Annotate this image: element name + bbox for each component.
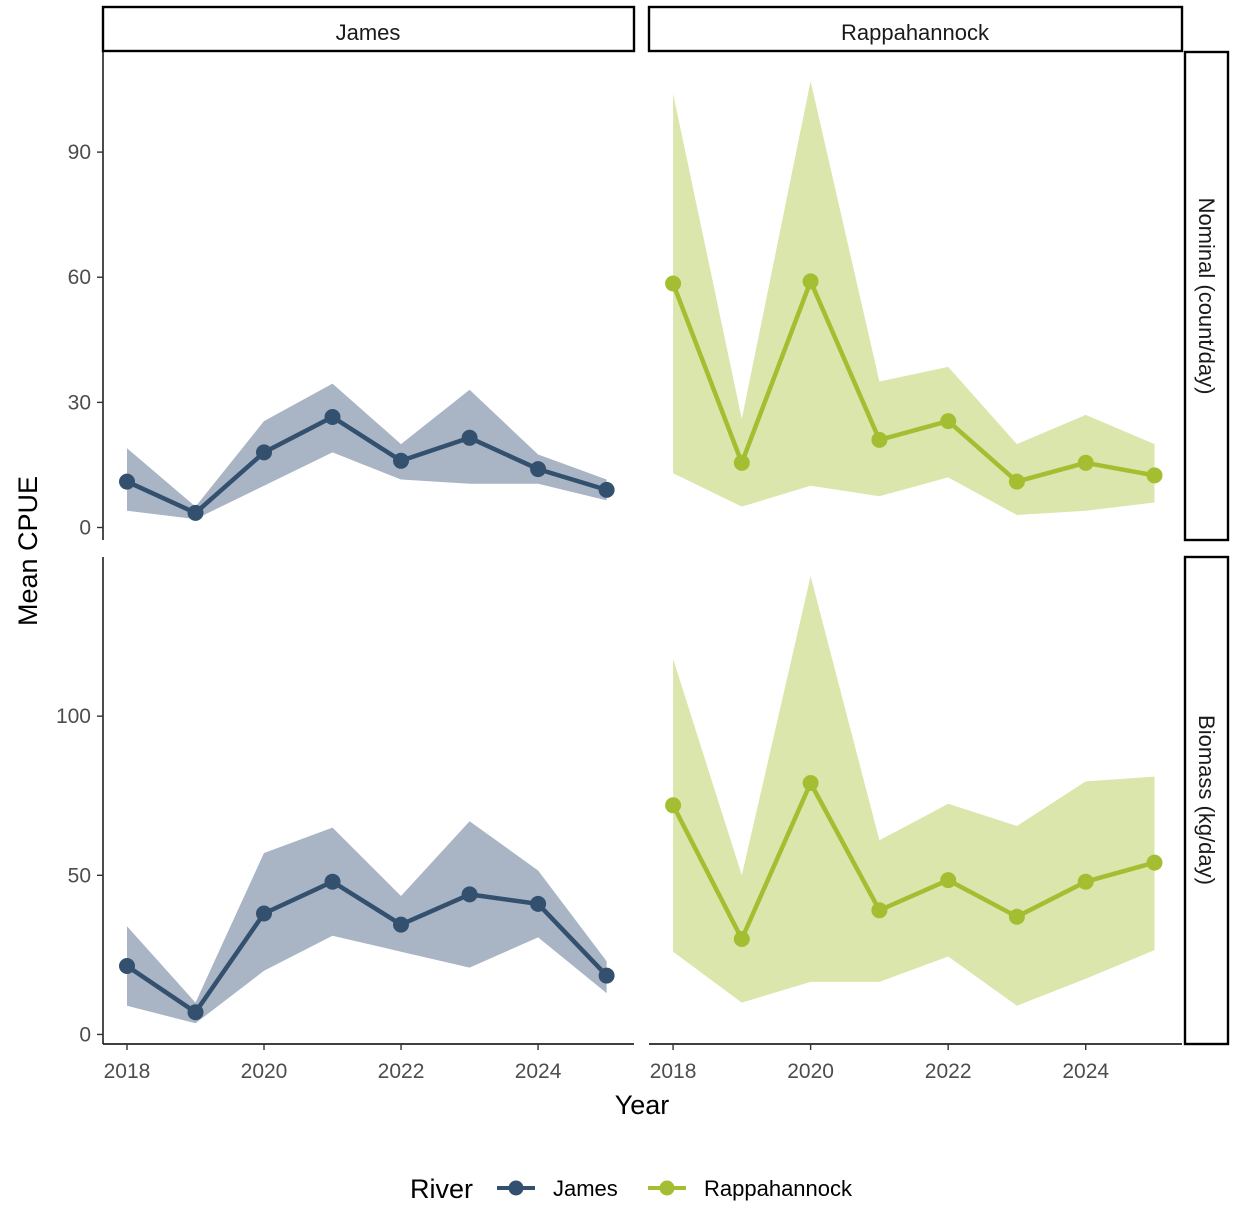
panel-biomass-james: 0 50 100 2018 2020 2022 2024 — [56, 557, 634, 1083]
data-point — [802, 775, 819, 791]
data-point — [187, 504, 204, 521]
strip-col-1: Rappahannock — [647, 5, 1184, 53]
data-point — [187, 1004, 204, 1021]
data-point — [733, 454, 750, 471]
data-point — [119, 473, 135, 490]
legend-label-james: James — [553, 1176, 618, 1201]
legend-title: River — [410, 1174, 473, 1204]
data-point — [393, 452, 409, 469]
y-tick-label: 0 — [79, 1023, 91, 1046]
x-tick-label: 2020 — [241, 1060, 288, 1083]
data-point — [1008, 908, 1025, 925]
strip-row-0: Nominal (count/day) — [1183, 50, 1230, 542]
data-point — [1146, 467, 1163, 484]
strip-label-biomass: Biomass (kg/day) — [1194, 715, 1219, 885]
legend-label-rappahannock: Rappahannock — [704, 1176, 853, 1201]
y-tick-label: 90 — [68, 141, 91, 164]
data-point — [1077, 873, 1094, 890]
data-point — [871, 431, 888, 448]
legend-key-rappahannock — [648, 1180, 686, 1196]
y-tick-label: 30 — [68, 391, 91, 414]
x-tick-label: 2024 — [515, 1060, 562, 1083]
data-point — [324, 873, 341, 890]
data-point — [1146, 854, 1163, 871]
confidence-band — [673, 576, 1155, 1006]
data-point — [461, 429, 478, 446]
data-point — [733, 931, 750, 947]
strip-label-rappahannock: Rappahannock — [841, 20, 990, 45]
panel-biomass-rappahannock: 2018 2020 2022 2024 — [649, 576, 1182, 1083]
data-point — [461, 886, 478, 903]
x-tick-label: 2024 — [1062, 1060, 1109, 1083]
data-point — [665, 797, 682, 814]
strip-col-0: James — [101, 5, 636, 53]
data-point — [393, 916, 409, 933]
data-point — [324, 409, 341, 425]
confidence-band — [127, 383, 607, 520]
data-point — [256, 905, 272, 922]
data-point — [530, 461, 547, 478]
series-line — [125, 879, 609, 1015]
legend-point-rappahannock — [659, 1180, 675, 1196]
data-point — [1008, 473, 1025, 490]
strip-rect — [1183, 50, 1230, 542]
panel-nominal-rappahannock — [665, 81, 1163, 515]
data-point — [802, 273, 819, 290]
data-point — [871, 902, 888, 919]
legend: River James Rappahannock — [410, 1174, 853, 1204]
strip-label-james: James — [336, 20, 401, 45]
strip-row-1: Biomass (kg/day) — [1183, 555, 1230, 1046]
strip-label-nominal: Nominal (count/day) — [1194, 198, 1219, 395]
confidence-band — [673, 81, 1155, 515]
data-point — [1077, 454, 1094, 471]
strip-rect — [647, 5, 1184, 53]
data-point — [665, 275, 682, 292]
x-tick-label: 2022 — [378, 1060, 425, 1083]
x-tick-label: 2018 — [650, 1060, 697, 1083]
strip-rect — [101, 5, 636, 53]
data-point — [256, 444, 272, 461]
x-tick-label: 2020 — [787, 1060, 834, 1083]
y-axis-title: Mean CPUE — [13, 476, 43, 626]
confidence-band — [127, 821, 607, 1024]
data-point — [598, 481, 615, 498]
strip-rect — [1183, 555, 1230, 1046]
y-tick-label: 0 — [79, 516, 91, 539]
series-line — [126, 414, 608, 516]
data-point — [119, 958, 135, 974]
data-point — [940, 872, 957, 889]
data-point — [530, 895, 547, 912]
legend-key-james — [497, 1180, 535, 1196]
series-line — [670, 279, 1155, 484]
data-point — [598, 967, 615, 984]
x-axis-title: Year — [615, 1090, 670, 1120]
y-tick-label: 50 — [68, 864, 91, 887]
x-tick-label: 2022 — [925, 1060, 972, 1083]
plot-panels: 0 30 60 90 0 50 100 2018 2020 2022 2024 2018 2020 202… — [56, 52, 1182, 1083]
series-line — [671, 780, 1156, 942]
x-tick-label: 2018 — [104, 1060, 151, 1083]
legend-point-james — [508, 1180, 524, 1196]
y-tick-label: 60 — [68, 266, 91, 289]
panel-nominal-james: 0 30 60 90 — [68, 52, 615, 540]
data-point — [940, 413, 957, 430]
y-tick-label: 100 — [56, 705, 91, 728]
